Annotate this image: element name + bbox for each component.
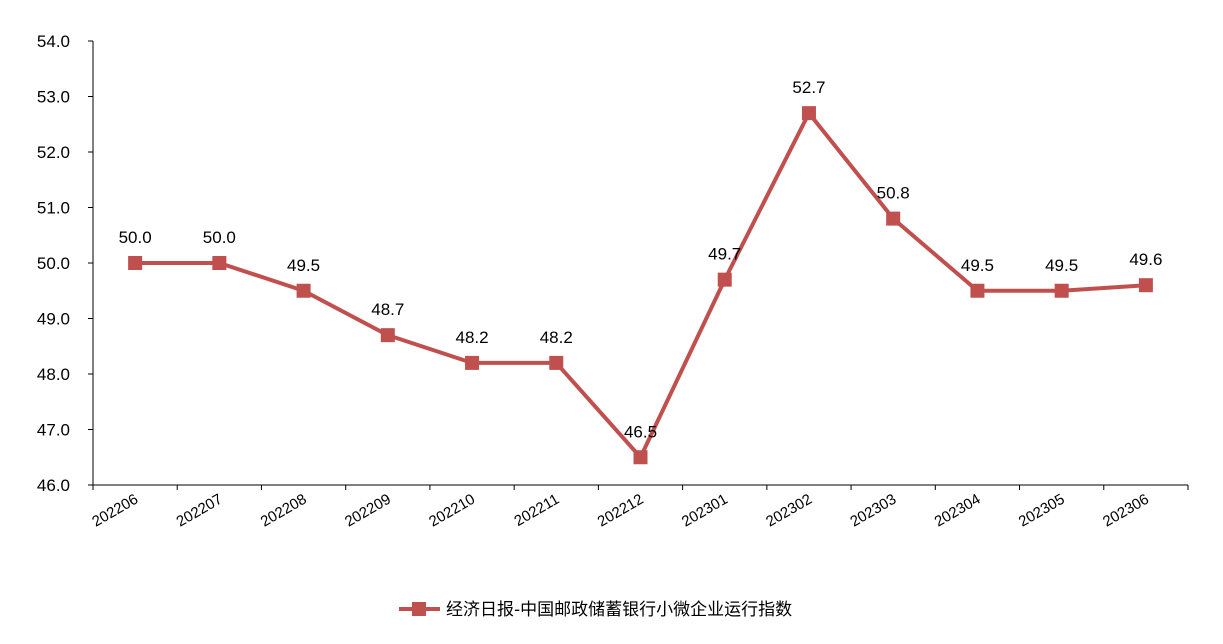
x-tick-label: 202303 xyxy=(847,491,899,531)
y-tick-label: 52.0 xyxy=(37,143,70,162)
data-label: 48.2 xyxy=(455,328,488,347)
y-tick-label: 46.0 xyxy=(37,476,70,495)
x-tick-label: 202206 xyxy=(89,491,141,531)
series-layer xyxy=(128,106,1153,465)
x-tick-label: 202207 xyxy=(173,491,225,531)
data-label: 49.5 xyxy=(1045,256,1078,275)
x-tick-label: 202301 xyxy=(679,491,731,531)
data-label: 50.8 xyxy=(877,184,910,203)
data-point-marker xyxy=(549,355,564,370)
legend: 经济日报-中国邮政储蓄银行小微企业运行指数 xyxy=(399,600,792,620)
data-point-marker xyxy=(970,283,985,298)
data-label: 50.0 xyxy=(203,228,236,247)
y-tick-label: 54.0 xyxy=(37,32,70,51)
y-tick-label: 49.0 xyxy=(37,310,70,329)
data-labels: 50.0 50.0 49.5 48.7 48.2 48.2 46.5 49.7 52.7 50.8… xyxy=(119,78,1163,441)
data-point-marker xyxy=(212,256,227,270)
x-tick-label: 202211 xyxy=(511,491,562,530)
data-point-marker xyxy=(801,106,816,121)
x-tick-label: 202305 xyxy=(1016,491,1068,531)
y-tick-label: 50.0 xyxy=(37,254,70,273)
data-label: 52.7 xyxy=(792,78,825,97)
x-tick-label: 202212 xyxy=(595,491,647,531)
data-label: 48.2 xyxy=(540,328,573,347)
data-label: 49.6 xyxy=(1129,250,1162,269)
data-label: 48.7 xyxy=(371,300,404,319)
y-tick-label: 53.0 xyxy=(37,88,70,107)
x-tick-label: 202210 xyxy=(426,491,478,531)
data-point-marker xyxy=(1138,278,1153,293)
legend-label: 经济日报-中国邮政储蓄银行小微企业运行指数 xyxy=(446,600,792,620)
data-label: 49.5 xyxy=(287,256,320,275)
data-point-marker xyxy=(380,328,395,343)
data-point-marker xyxy=(465,355,480,370)
data-label: 49.7 xyxy=(708,245,741,264)
y-tick-label: 48.0 xyxy=(37,365,70,384)
x-tick-label: 202302 xyxy=(763,491,815,531)
data-label: 49.5 xyxy=(961,256,994,275)
legend-marker xyxy=(412,602,426,616)
data-point-marker xyxy=(886,211,901,226)
x-tick-label: 202304 xyxy=(932,491,984,531)
x-ticks: 202206 202207 202208 202209 202210 202211 2022… xyxy=(89,485,1189,531)
x-tick-label: 202208 xyxy=(258,491,310,531)
x-tick-label: 202306 xyxy=(1100,491,1152,531)
data-label: 50.0 xyxy=(119,228,152,247)
y-tick-label: 47.0 xyxy=(37,421,70,440)
axes xyxy=(92,41,1188,486)
y-tick-label: 51.0 xyxy=(37,199,70,218)
data-point-marker xyxy=(633,450,648,465)
data-point-marker xyxy=(296,283,311,298)
y-ticks: 46.0 47.0 48.0 49.0 50.0 51.0 52.0 53.0 54.0 xyxy=(37,32,93,495)
data-point-marker xyxy=(1054,283,1069,298)
data-label: 46.5 xyxy=(624,422,657,441)
x-tick-label: 202209 xyxy=(342,491,394,531)
series-line xyxy=(135,111,1147,460)
data-point-marker xyxy=(128,256,143,270)
data-point-marker xyxy=(717,272,732,287)
